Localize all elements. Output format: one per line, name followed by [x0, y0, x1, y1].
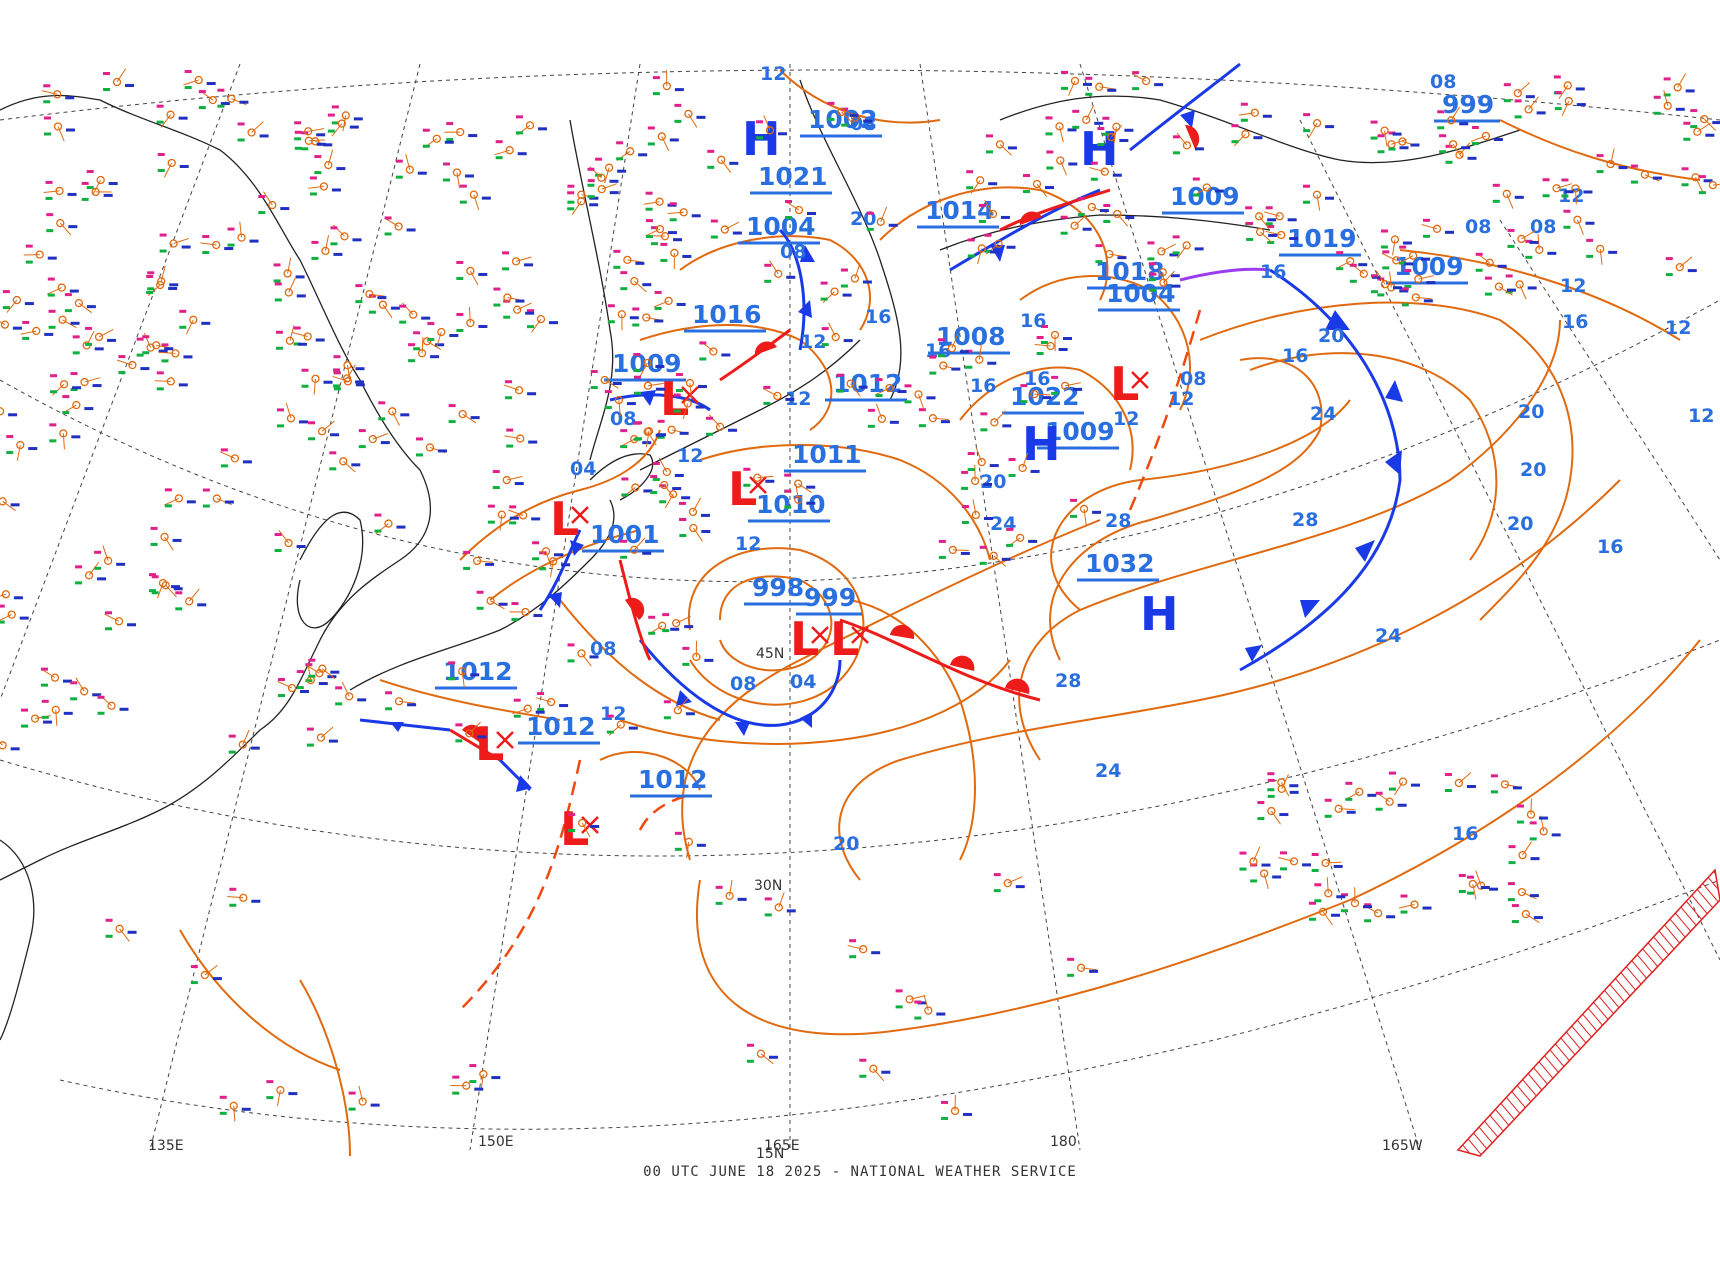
center-label: 1009	[1386, 252, 1468, 283]
lat-label-30n: 30N	[754, 878, 782, 894]
center-label: 1012	[518, 712, 600, 743]
isobar-value-label: 24	[1375, 625, 1401, 647]
isobar-value-label: 12	[677, 445, 703, 467]
isobar-value-label: 12	[1688, 405, 1714, 427]
svg-text:H: H	[1140, 587, 1179, 641]
isobar-value-label: 12	[760, 63, 786, 85]
lon-label-135e: 135E	[148, 1138, 184, 1154]
svg-text:1004: 1004	[746, 212, 816, 241]
isobar-value-label: 24	[1095, 760, 1121, 782]
isobar-value-label: 12	[1113, 408, 1139, 430]
footer-caption: 00 UTC JUNE 18 2025 - NATIONAL WEATHER S…	[0, 1164, 1720, 1180]
svg-text:H: H	[1080, 122, 1119, 176]
center-label: 1010	[748, 490, 830, 521]
lon-label-180: 180	[1050, 1134, 1077, 1150]
isobar-value-label: 24	[990, 513, 1016, 535]
isobar-value-label: 12	[1665, 317, 1691, 339]
svg-text:1012: 1012	[833, 369, 903, 398]
svg-text:1032: 1032	[1085, 549, 1155, 578]
isobar-value-label: 08	[1180, 368, 1206, 390]
svg-text:1016: 1016	[692, 300, 762, 329]
isobar-value-label: 16	[1282, 345, 1308, 367]
center-label: 1012	[825, 369, 907, 400]
high-pressure-center: H	[1080, 122, 1119, 176]
isobar-value-label: 28	[1292, 509, 1318, 531]
isobar-value-label: 08	[1465, 216, 1491, 238]
isobar-value-label: 16	[1597, 536, 1623, 558]
isobar-value-label: 20	[1518, 401, 1544, 423]
svg-text:1012: 1012	[638, 765, 708, 794]
svg-text:999: 999	[1442, 90, 1494, 119]
isobar-value-label: 12	[735, 533, 761, 555]
isobar-value-label: 04	[570, 458, 596, 480]
isobar-value-label: 08	[730, 673, 756, 695]
center-label: 1012	[435, 657, 517, 688]
center-label: 1011	[784, 440, 866, 471]
svg-text:999: 999	[804, 583, 856, 612]
isobar-value-label: 12	[1560, 275, 1586, 297]
svg-text:1012: 1012	[526, 712, 596, 741]
center-label: 999	[796, 583, 862, 614]
svg-text:1008: 1008	[936, 322, 1006, 351]
lon-label-165w: 165W	[1382, 1138, 1423, 1154]
isobar-value-label: 04	[790, 671, 816, 693]
svg-text:1011: 1011	[792, 440, 862, 469]
isobar-value-label: 16	[1562, 311, 1588, 333]
isobar-value-label: 12	[800, 331, 826, 353]
isobar-value-label: 20	[1318, 325, 1344, 347]
lat-label-45n: 45N	[756, 646, 784, 662]
lon-label-165e: 165E	[764, 1138, 800, 1154]
center-label: 1014	[917, 196, 999, 227]
svg-text:1009: 1009	[1170, 182, 1240, 211]
svg-text:998: 998	[752, 573, 804, 602]
center-label: 1016	[684, 300, 766, 331]
center-label: 1012	[630, 765, 712, 796]
high-pressure-center: H	[1140, 587, 1179, 641]
isobar-value-label: 12	[1168, 388, 1194, 410]
svg-text:H: H	[1022, 417, 1061, 471]
isobar-value-label: 20	[850, 208, 876, 230]
center-label: 1004	[738, 212, 820, 243]
center-label: 1001	[582, 520, 664, 551]
isobar-value-label: 20	[980, 471, 1006, 493]
isobar-value-label: 16	[970, 375, 996, 397]
center-label: 999	[1434, 90, 1500, 121]
center-label: 1021	[750, 162, 832, 193]
isobar-value-label: 28	[1105, 510, 1131, 532]
isobar-value-label: 16	[865, 306, 891, 328]
isobar-value-label: 20	[1507, 513, 1533, 535]
isobar-value-label: 28	[1055, 670, 1081, 692]
center-label: 998	[744, 573, 810, 604]
isobar-value-label: 20	[1520, 459, 1546, 481]
isobar-value-label: 08	[610, 408, 636, 430]
isobar-value-label: 08	[1530, 216, 1556, 238]
isobar-value-label: 24	[1310, 403, 1336, 425]
high-pressure-center: H	[1022, 417, 1061, 471]
svg-text:1018: 1018	[1095, 257, 1165, 286]
center-label: 1008	[928, 322, 1010, 353]
svg-text:1001: 1001	[590, 520, 660, 549]
svg-text:1021: 1021	[758, 162, 828, 191]
isobar-value-label: 16	[1452, 823, 1478, 845]
isobar-value-label: 20	[833, 833, 859, 855]
center-label: 1032	[1077, 549, 1159, 580]
isobar-value-label: 16	[1020, 310, 1046, 332]
isobar-value-label: 16	[1260, 261, 1286, 283]
lon-label-150e: 150E	[478, 1134, 514, 1150]
